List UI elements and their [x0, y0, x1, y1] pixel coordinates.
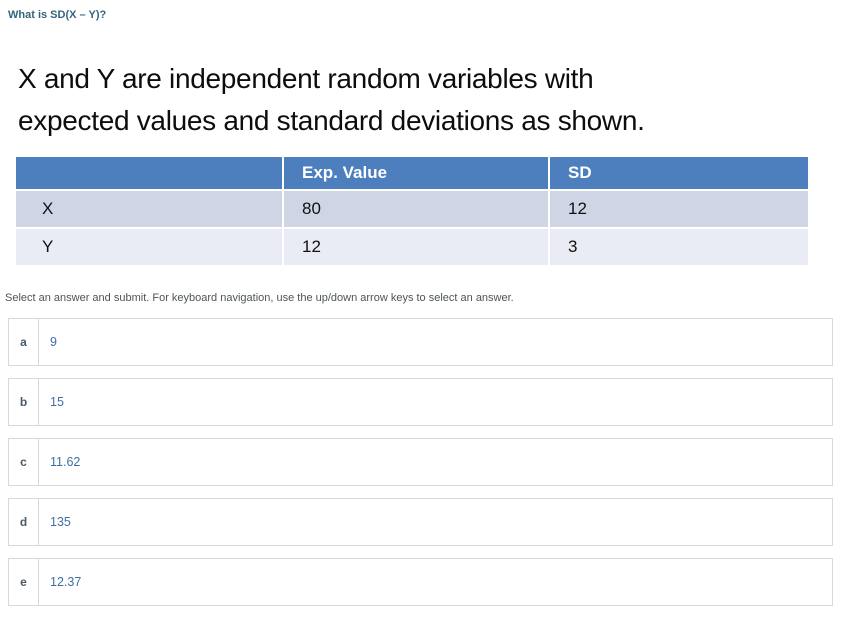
slide-heading-line-1: X and Y are independent random variables… — [18, 63, 594, 94]
row-y-exp-value: 12 — [282, 227, 550, 267]
slide-heading: X and Y are independent random variables… — [18, 58, 808, 142]
option-e-text: 12.37 — [50, 575, 82, 589]
table-header-sd: SD — [548, 155, 810, 191]
table-header-row: Exp. Value SD — [14, 155, 810, 191]
answer-options: a 9 b 15 c 11.62 d 135 e 12.37 — [8, 318, 833, 618]
option-a-letter: a — [9, 319, 39, 365]
table-header-exp-value: Exp. Value — [282, 155, 550, 191]
option-c-text: 11.62 — [50, 455, 81, 469]
option-c-letter: c — [9, 439, 39, 485]
stats-table: Exp. Value SD X 80 12 Y 12 3 — [14, 155, 810, 267]
answer-option-b[interactable]: b 15 — [8, 378, 833, 426]
option-a-text: 9 — [50, 335, 57, 349]
option-d-text: 135 — [50, 515, 71, 529]
option-e-letter: e — [9, 559, 39, 605]
answer-option-a[interactable]: a 9 — [8, 318, 833, 366]
table-row-x: X 80 12 — [14, 189, 810, 229]
question-title: What is SD(X – Y)? — [8, 9, 107, 21]
row-y-sd: 3 — [548, 227, 810, 267]
option-b-text: 15 — [50, 395, 64, 409]
answer-instructions: Select an answer and submit. For keyboar… — [5, 292, 514, 304]
row-x-label: X — [14, 189, 284, 229]
answer-option-d[interactable]: d 135 — [8, 498, 833, 546]
row-x-exp-value: 80 — [282, 189, 550, 229]
table-row-y: Y 12 3 — [14, 227, 810, 267]
row-x-sd: 12 — [548, 189, 810, 229]
option-b-letter: b — [9, 379, 39, 425]
option-d-letter: d — [9, 499, 39, 545]
slide-heading-line-2: expected values and standard deviations … — [18, 105, 645, 136]
table-header-blank — [14, 155, 284, 191]
answer-option-c[interactable]: c 11.62 — [8, 438, 833, 486]
answer-option-e[interactable]: e 12.37 — [8, 558, 833, 606]
row-y-label: Y — [14, 227, 284, 267]
